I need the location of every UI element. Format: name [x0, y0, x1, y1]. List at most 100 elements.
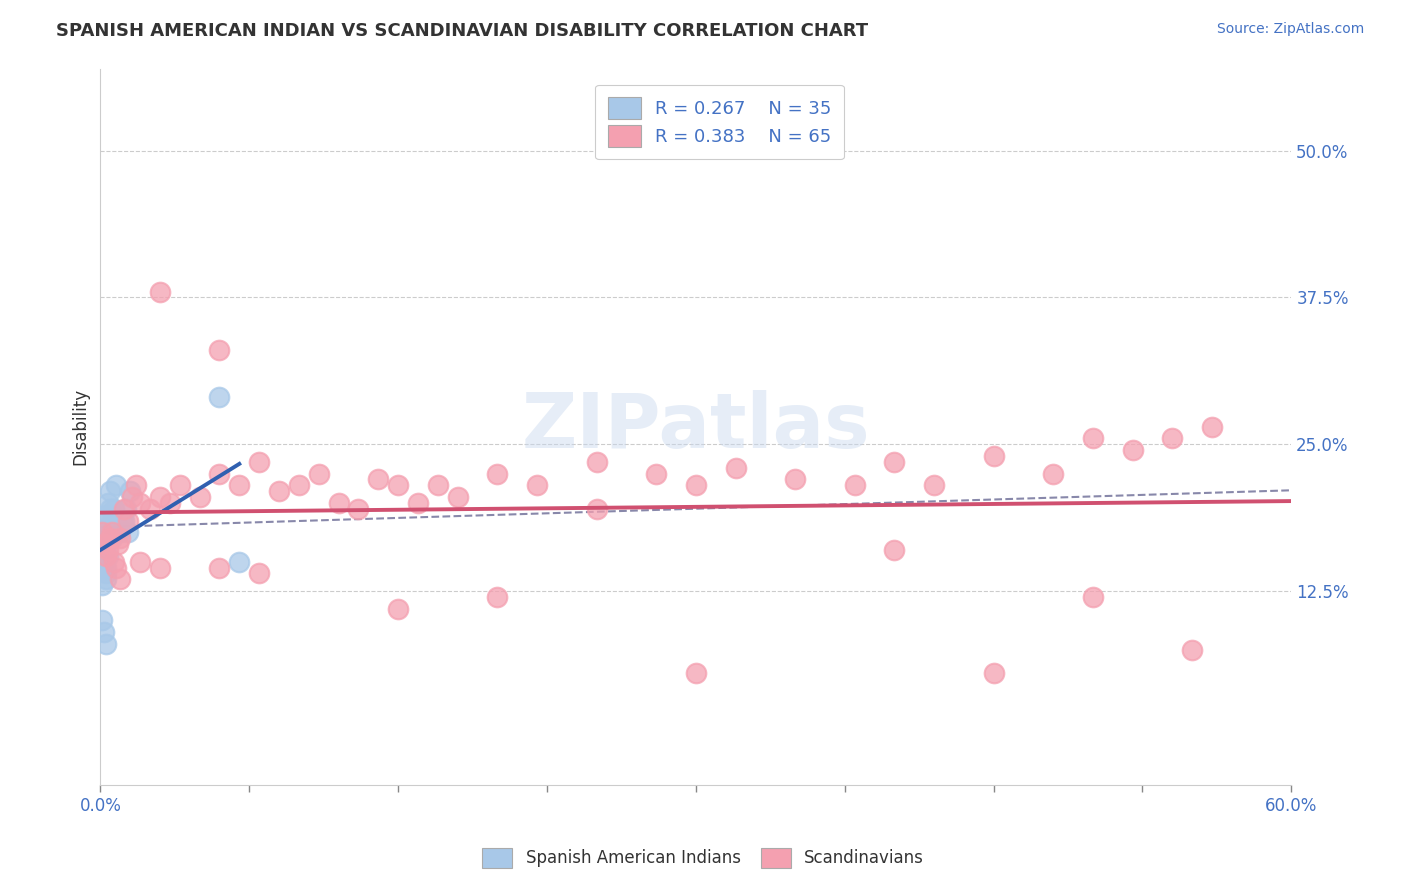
Point	[208, 390, 231, 404]
Point	[97, 519, 120, 533]
Point	[1081, 590, 1104, 604]
Text: ZIPatlas: ZIPatlas	[522, 390, 870, 464]
Point	[983, 449, 1005, 463]
Point	[91, 613, 114, 627]
Point	[98, 501, 121, 516]
Y-axis label: Disability: Disability	[72, 388, 89, 466]
Point	[288, 478, 311, 492]
Point	[426, 478, 449, 492]
Point	[228, 478, 250, 492]
Point	[169, 478, 191, 492]
Point	[107, 519, 129, 533]
Text: SPANISH AMERICAN INDIAN VS SCANDINAVIAN DISABILITY CORRELATION CHART: SPANISH AMERICAN INDIAN VS SCANDINAVIAN …	[56, 22, 869, 40]
Point	[97, 549, 120, 563]
Point	[115, 501, 138, 516]
Point	[93, 514, 115, 528]
Point	[96, 566, 118, 581]
Point	[93, 537, 115, 551]
Point	[91, 549, 114, 563]
Point	[112, 514, 135, 528]
Point	[585, 501, 607, 516]
Point	[208, 467, 231, 481]
Point	[208, 560, 231, 574]
Point	[93, 537, 115, 551]
Point	[149, 560, 172, 574]
Point	[91, 525, 114, 540]
Point	[228, 555, 250, 569]
Point	[159, 496, 181, 510]
Point	[1122, 443, 1144, 458]
Point	[724, 460, 747, 475]
Point	[112, 501, 135, 516]
Legend: Spanish American Indians, Scandinavians: Spanish American Indians, Scandinavians	[475, 841, 931, 875]
Point	[98, 484, 121, 499]
Point	[685, 666, 707, 681]
Point	[117, 525, 139, 540]
Point	[188, 490, 211, 504]
Point	[96, 637, 118, 651]
Point	[208, 343, 231, 358]
Point	[105, 560, 128, 574]
Point	[328, 496, 350, 510]
Point	[93, 625, 115, 640]
Legend: R = 0.267    N = 35, R = 0.383    N = 65: R = 0.267 N = 35, R = 0.383 N = 65	[595, 85, 844, 160]
Point	[685, 478, 707, 492]
Point	[96, 549, 118, 563]
Point	[108, 572, 131, 586]
Point	[486, 590, 509, 604]
Point	[93, 525, 115, 540]
Point	[97, 496, 120, 510]
Point	[585, 455, 607, 469]
Point	[1042, 467, 1064, 481]
Point	[103, 501, 125, 516]
Point	[247, 566, 270, 581]
Point	[347, 501, 370, 516]
Point	[267, 484, 290, 499]
Point	[93, 549, 115, 563]
Point	[883, 455, 905, 469]
Point	[129, 496, 152, 510]
Point	[139, 501, 162, 516]
Point	[91, 525, 114, 540]
Point	[387, 478, 409, 492]
Point	[922, 478, 945, 492]
Point	[108, 525, 131, 540]
Point	[149, 285, 172, 299]
Point	[91, 543, 114, 558]
Point	[108, 531, 131, 545]
Point	[117, 514, 139, 528]
Point	[1201, 419, 1223, 434]
Point	[101, 531, 124, 545]
Point	[96, 560, 118, 574]
Point	[387, 601, 409, 615]
Point	[486, 467, 509, 481]
Point	[125, 478, 148, 492]
Point	[367, 473, 389, 487]
Point	[1181, 642, 1204, 657]
Point	[91, 560, 114, 574]
Point	[93, 555, 115, 569]
Point	[983, 666, 1005, 681]
Point	[96, 537, 118, 551]
Point	[103, 555, 125, 569]
Point	[97, 543, 120, 558]
Point	[844, 478, 866, 492]
Point	[883, 543, 905, 558]
Point	[1081, 431, 1104, 445]
Point	[111, 514, 134, 528]
Point	[101, 525, 124, 540]
Point	[526, 478, 548, 492]
Text: Source: ZipAtlas.com: Source: ZipAtlas.com	[1216, 22, 1364, 37]
Point	[406, 496, 429, 510]
Point	[783, 473, 806, 487]
Point	[129, 555, 152, 569]
Point	[107, 537, 129, 551]
Point	[96, 572, 118, 586]
Point	[121, 490, 143, 504]
Point	[105, 478, 128, 492]
Point	[120, 484, 142, 499]
Point	[98, 531, 121, 545]
Point	[96, 508, 118, 522]
Point	[91, 578, 114, 592]
Point	[1161, 431, 1184, 445]
